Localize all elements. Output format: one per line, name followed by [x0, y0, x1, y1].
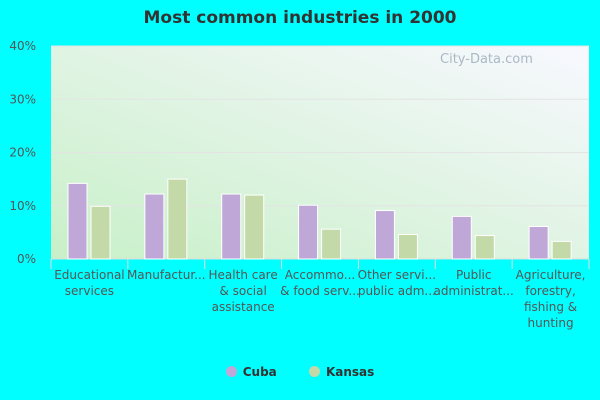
x-category-label: Accommo... — [285, 268, 356, 282]
bar-kansas[interactable] — [321, 228, 342, 260]
bar-kansas[interactable] — [90, 205, 111, 260]
x-category-label: forestry, — [525, 284, 575, 298]
bar-cuba[interactable] — [298, 204, 319, 260]
x-category-label: Other servi... — [358, 268, 436, 282]
bar-cuba[interactable] — [67, 182, 88, 260]
x-category-label: assistance — [212, 300, 275, 314]
bar-cuba[interactable] — [451, 215, 472, 260]
y-tick-label: 40% — [9, 39, 36, 53]
y-tick-label: 20% — [9, 146, 36, 160]
x-category-label: hunting — [528, 316, 574, 330]
legend-swatch-kansas — [308, 366, 320, 377]
chart-title: Most common industries in 2000 — [143, 8, 457, 28]
legend-label: Cuba — [242, 365, 277, 379]
bar-cuba[interactable] — [528, 226, 549, 260]
x-category-label: Manufactur... — [127, 268, 206, 282]
bar-kansas[interactable] — [244, 194, 265, 260]
x-category-label: Agriculture, — [516, 268, 586, 282]
y-tick-label: 30% — [9, 92, 36, 106]
x-category-label: Health care — [209, 268, 278, 282]
x-category-label: fishing & — [524, 300, 577, 314]
bar-cuba[interactable] — [221, 193, 242, 260]
x-category-label: & social — [219, 284, 266, 298]
x-category-label: public adm... — [358, 284, 436, 298]
legend-label: Kansas — [325, 365, 375, 379]
bar-kansas[interactable] — [397, 234, 418, 260]
x-category-label: & food serv... — [280, 284, 360, 298]
legend: Cuba Kansas — [0, 365, 600, 379]
bar-cuba[interactable] — [144, 193, 165, 260]
bar-kansas[interactable] — [167, 178, 188, 260]
x-category-label: services — [65, 284, 114, 298]
legend-item-cuba: Cuba — [225, 365, 277, 379]
x-category-label: Public — [456, 268, 492, 282]
watermark: City-Data.com — [440, 52, 533, 67]
legend-swatch-cuba — [225, 366, 237, 377]
bar-kansas[interactable] — [474, 235, 495, 260]
bar-kansas[interactable] — [551, 240, 572, 260]
legend-item-kansas: Kansas — [308, 365, 375, 379]
y-tick-label: 10% — [9, 199, 36, 213]
x-category-label: Educational — [54, 268, 124, 282]
x-category-label: administrat... — [434, 284, 514, 298]
y-tick-label: 0% — [17, 252, 36, 266]
bar-cuba[interactable] — [374, 210, 395, 260]
